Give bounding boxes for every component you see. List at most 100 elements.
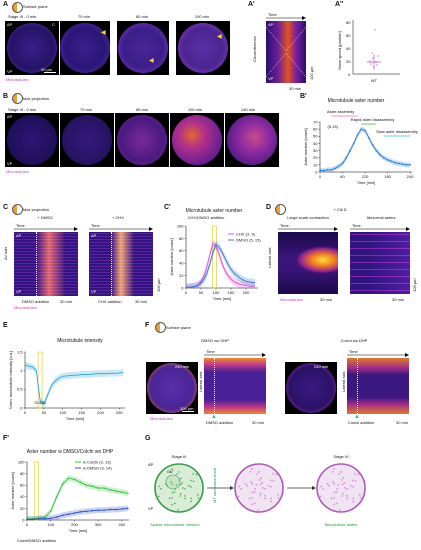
data-point xyxy=(319,169,321,172)
x-tick-label: 100 xyxy=(47,522,54,527)
microtubule-dot xyxy=(178,479,181,481)
panel-f-label: F xyxy=(145,322,150,329)
data-point xyxy=(38,518,40,520)
aster-star: ✳ xyxy=(359,496,362,500)
panel-f-stain: Microtubules xyxy=(150,416,173,421)
panel-b-frame-1 xyxy=(60,113,114,167)
y-axis-label: Aster number [count] xyxy=(169,238,174,275)
panel-b-ap: AP xyxy=(7,114,13,119)
panel-c1-subtitle: CHX/DMSO addition xyxy=(187,215,225,220)
series-line xyxy=(186,242,255,288)
panel-c-left-kymograph xyxy=(14,232,78,296)
panel-d-left-kymograph xyxy=(278,232,338,294)
data-point xyxy=(322,169,325,172)
panel-b-stain: Microtubules xyxy=(6,169,29,174)
y-tick-label: 0 xyxy=(315,169,318,174)
x-axis-label: Time [min] xyxy=(357,180,376,185)
arrowhead-icon: ▲ xyxy=(211,414,217,420)
aster-star: ✳ xyxy=(251,503,254,507)
event-marker xyxy=(37,351,43,409)
panel-f-left-axis: Lateral axis xyxy=(198,371,203,392)
panel-a-frame-2 xyxy=(117,21,169,75)
panel-a1-yaxis: Circumference xyxy=(252,35,257,62)
data-point xyxy=(109,508,111,511)
data-point xyxy=(401,163,404,165)
aster-star: ✳ xyxy=(344,486,347,490)
aster-star: ✳ xyxy=(259,494,262,498)
panel-g-gv: GV xyxy=(167,469,173,474)
germinal-vesicle xyxy=(165,474,181,490)
arrowhead-icon: ▲ xyxy=(354,414,360,420)
data-point xyxy=(103,509,105,511)
x-tick-label: 0 xyxy=(319,174,322,179)
surface-plane-icon xyxy=(12,2,23,13)
microtubule-dot xyxy=(173,491,176,493)
aster-star: ✳ xyxy=(259,482,262,486)
panel-b-frame-4 xyxy=(225,113,279,167)
panel-c-stain: Microtubules xyxy=(14,305,37,310)
x-axis-label: Time [min] xyxy=(69,528,88,533)
data-point xyxy=(368,136,370,139)
panel-a-marker: C xyxy=(52,22,55,27)
microtubule-dot xyxy=(160,487,162,490)
panel-b-time-2: 85 min xyxy=(135,107,149,112)
microtubule-dot xyxy=(179,483,182,486)
panel-d-right-scale-x: 30 min xyxy=(392,297,405,302)
aster-star: ✳ xyxy=(336,501,339,505)
max-projection-icon xyxy=(12,204,23,215)
y-tick-label: 1 xyxy=(20,368,23,373)
panel-b-frame-3 xyxy=(170,113,224,167)
microtubule-dot xyxy=(181,482,184,484)
x-tick-label: 0 xyxy=(26,522,29,527)
panel-a-time-2: 85 min xyxy=(135,14,149,19)
data-point xyxy=(43,518,46,520)
panel-f1-label: F' xyxy=(3,435,9,442)
data-point xyxy=(73,512,76,514)
data-point xyxy=(115,508,117,511)
aster-star: ✳ xyxy=(328,484,331,488)
aster-star: ✳ xyxy=(333,496,336,500)
panel-a-header: Surface plane xyxy=(23,4,48,9)
panel-f-right-scale-x: 30 min xyxy=(396,420,409,425)
aster-star: ✳ xyxy=(238,484,241,488)
event-label: Colchi/DMSO addition xyxy=(17,538,56,543)
panel-d-header: + Cili D xyxy=(333,207,347,212)
panel-f-left-title: DMSO wo DHP xyxy=(201,338,229,343)
microtubule-dot xyxy=(196,494,199,496)
panel-g-stage3: Stage III xyxy=(171,454,187,459)
panel-a-time-0: Stage III - 0 min xyxy=(8,14,37,19)
panel-d-stain: Microtubules xyxy=(280,297,303,302)
panel-b-time-0: Stage III - 0 min xyxy=(8,107,37,112)
event-line xyxy=(357,358,358,414)
aster-star: ✳ xyxy=(346,487,349,491)
data-point xyxy=(91,485,94,488)
microtubule-dot xyxy=(187,485,190,487)
panel-b-header: Max projection xyxy=(23,96,50,101)
data-point xyxy=(390,160,393,163)
microtubule-dot xyxy=(164,482,167,485)
panel-d-left-scale-x: 30 min xyxy=(320,297,333,302)
x-tick-label: 0 xyxy=(185,290,188,295)
data-point xyxy=(85,484,88,486)
data-point xyxy=(349,149,351,152)
oocyte-schematic xyxy=(316,463,366,513)
aster-star: ✳ xyxy=(319,494,322,498)
data-point xyxy=(383,156,385,159)
arrowhead-icon: ◀ xyxy=(149,58,154,64)
panel-g-caption1: Sparse microtubule network xyxy=(150,522,200,527)
panel-f-left-scale-x: 30 min xyxy=(252,420,265,425)
aster-star: ✳ xyxy=(337,483,340,487)
data-point xyxy=(127,507,129,510)
panel-g-arrow-label: MT nucleation burst xyxy=(212,467,217,503)
data-point xyxy=(379,154,381,156)
panel-f-right-event: Colchi addition xyxy=(348,420,375,425)
panel-b-time-4: 140 min xyxy=(240,107,256,112)
panel-c-left-scale-x: 30 min xyxy=(60,299,73,304)
data-point xyxy=(405,164,408,166)
data-point xyxy=(49,510,52,513)
microtubule-dot xyxy=(180,492,182,495)
panel-f-right-frame xyxy=(285,362,337,414)
aster-star: ✳ xyxy=(333,482,336,486)
panel-d-label: D xyxy=(266,204,272,211)
